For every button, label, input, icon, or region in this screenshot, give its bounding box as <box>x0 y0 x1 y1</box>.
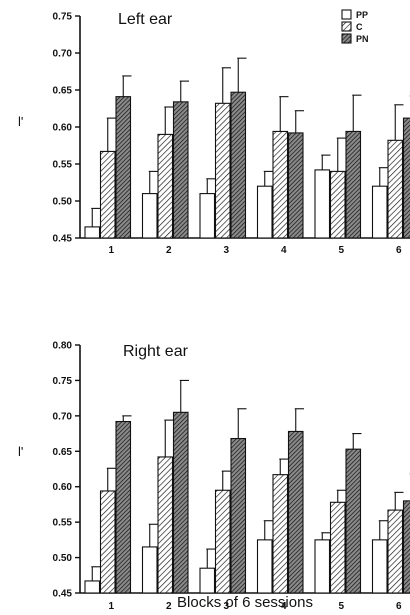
bar-c-block-2 <box>158 134 173 238</box>
x-tick-label: 1 <box>108 601 114 610</box>
x-tick-label: 4 <box>281 245 287 256</box>
legend-swatch-c <box>342 22 351 31</box>
y-tick-label: 0.55 <box>53 518 73 529</box>
x-tick-label: 3 <box>223 245 229 256</box>
y-tick-label: 0.50 <box>53 197 73 208</box>
x-tick-label: 5 <box>338 245 344 256</box>
y-tick-label: 0.80 <box>53 341 73 352</box>
bar-pn-block-5 <box>346 449 361 593</box>
bar-c-block-4 <box>273 475 288 593</box>
bar-pp-block-6 <box>373 186 388 238</box>
legend: PP C PN <box>342 10 369 44</box>
chart-title: Left ear <box>118 11 173 28</box>
legend-label-c: C <box>356 22 363 32</box>
bar-c-block-2 <box>158 457 173 593</box>
x-tick-label: 2 <box>166 601 172 610</box>
bar-pn-block-3 <box>231 92 246 238</box>
y-tick-label: 0.45 <box>53 589 73 600</box>
bar-pn-block-1 <box>116 422 131 593</box>
bar-pn-block-1 <box>116 97 131 238</box>
bar-c-block-1 <box>101 491 116 593</box>
bar-c-block-3 <box>216 490 231 593</box>
bar-pp-block-5 <box>315 170 330 238</box>
bar-pp-block-6 <box>373 540 388 593</box>
bar-pp-block-5 <box>315 540 330 593</box>
y-axis-label: l' <box>18 444 23 459</box>
y-tick-label: 0.70 <box>53 49 73 60</box>
bar-pp-block-2 <box>143 547 158 593</box>
bar-pp-block-3 <box>200 194 215 238</box>
bar-pp-block-1 <box>85 227 100 238</box>
y-tick-label: 0.60 <box>53 482 73 493</box>
chart-panel-2: 0.45 0.50 0.55 0.60 0.65 0.70 0.75 0.80 Right ea… <box>18 341 410 611</box>
bar-c-block-6 <box>388 510 403 593</box>
y-axis-label: l' <box>18 114 23 129</box>
bar-pn-block-6 <box>404 118 410 238</box>
bar-pn-block-6 <box>404 501 410 593</box>
bar-pp-block-1 <box>85 581 100 593</box>
x-tick-label: 6 <box>396 601 402 610</box>
y-tick-label: 0.70 <box>53 411 73 422</box>
bar-pp-block-4 <box>258 186 273 238</box>
bar-pn-block-4 <box>289 431 304 593</box>
bar-pp-block-3 <box>200 568 215 593</box>
y-tick-label: 0.60 <box>53 123 73 134</box>
bar-c-block-5 <box>331 502 346 593</box>
y-tick-label: 0.65 <box>53 447 73 458</box>
bar-pn-block-5 <box>346 131 361 238</box>
legend-swatch-pp <box>342 10 351 19</box>
chart-title: Right ear <box>123 343 189 360</box>
bar-c-block-1 <box>101 151 116 238</box>
legend-label-pn: PN <box>356 34 369 44</box>
y-tick-label: 0.75 <box>53 376 73 387</box>
bar-c-block-6 <box>388 140 403 238</box>
x-tick-label: 5 <box>338 601 344 610</box>
bar-c-block-3 <box>216 103 231 238</box>
y-tick-label: 0.65 <box>53 86 73 97</box>
x-tick-label: 1 <box>108 245 114 256</box>
y-tick-label: 0.50 <box>53 553 73 564</box>
x-axis-label: Blocks of 6 sessions <box>177 594 313 610</box>
bar-pn-block-4 <box>289 133 304 238</box>
y-tick-label: 0.75 <box>53 12 73 23</box>
bar-c-block-4 <box>273 131 288 238</box>
x-tick-label: 6 <box>396 245 402 256</box>
bar-c-block-5 <box>331 171 346 238</box>
bar-pn-block-3 <box>231 439 246 593</box>
y-tick-label: 0.55 <box>53 160 73 171</box>
bar-pn-block-2 <box>174 412 189 593</box>
chart-panel-1: 0.45 0.50 0.55 0.60 0.65 0.70 0.75 Left ear l' 1 2… <box>18 10 410 256</box>
bar-pp-block-2 <box>143 194 158 238</box>
legend-label-pp: PP <box>356 10 368 20</box>
x-tick-label: 2 <box>166 245 172 256</box>
bar-pn-block-2 <box>174 102 189 238</box>
legend-swatch-pn <box>342 34 351 43</box>
y-tick-label: 0.45 <box>53 234 73 245</box>
bar-pp-block-4 <box>258 540 273 593</box>
